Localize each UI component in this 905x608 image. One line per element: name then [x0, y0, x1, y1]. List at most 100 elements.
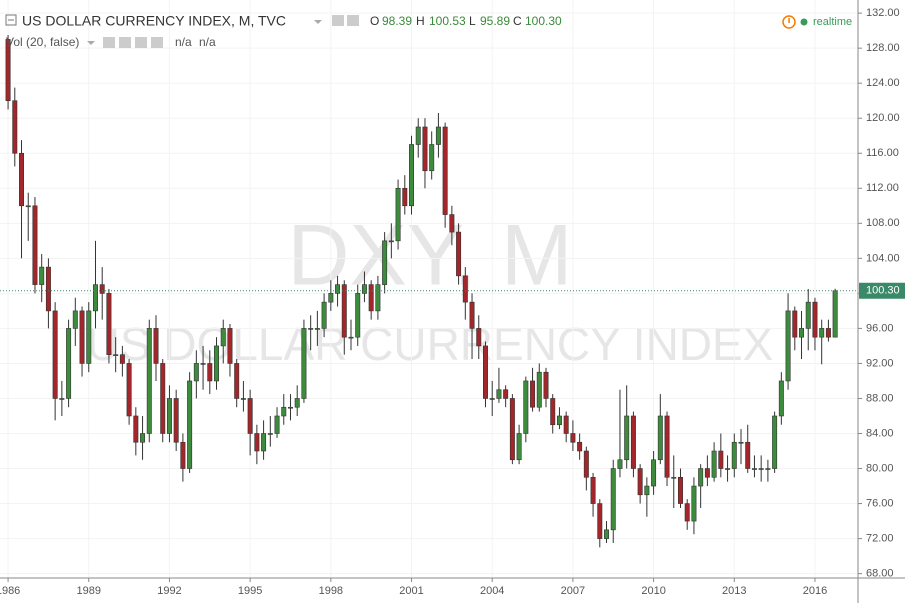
x-tick-label: 2010	[641, 585, 665, 597]
vol-icon[interactable]	[151, 37, 163, 48]
candle-body	[832, 290, 838, 338]
vol-a: n/a	[175, 35, 192, 49]
candle-body	[415, 126, 421, 145]
candle-body	[570, 433, 576, 443]
y-tick-label: 128.00	[866, 42, 900, 54]
candle-body	[382, 240, 388, 285]
dropdown-arrow[interactable]	[314, 20, 322, 24]
candle-body	[86, 310, 92, 364]
candle-body	[301, 328, 307, 399]
y-tick-label: 84.00	[866, 427, 894, 439]
candle-body	[341, 284, 347, 338]
candle-body	[482, 345, 488, 399]
vol-icon[interactable]	[135, 37, 147, 48]
candle-body	[187, 380, 193, 469]
warning-icon[interactable]	[782, 15, 796, 29]
candle-body	[153, 328, 159, 364]
candle-body	[509, 398, 515, 461]
y-tick-label: 104.00	[866, 252, 900, 264]
candle-body	[308, 328, 314, 330]
candle-body	[644, 485, 650, 496]
settings-icon[interactable]	[347, 15, 359, 26]
h-label: H	[416, 14, 425, 28]
candle-body	[610, 468, 616, 531]
watermark: DXY, M	[287, 208, 572, 304]
candle-body	[287, 406, 293, 409]
candle-body	[751, 468, 757, 470]
candle-body	[361, 284, 367, 294]
header: US DOLLAR CURRENCY INDEX, M, TVC O 98.39…	[5, 13, 852, 49]
candle-body	[543, 371, 549, 399]
candle-body	[92, 284, 98, 312]
candle-body	[503, 389, 509, 399]
candle-body	[368, 284, 374, 312]
l-label: L	[469, 14, 476, 28]
settings-icon[interactable]	[332, 15, 344, 26]
candle-body	[550, 398, 556, 426]
candle-body	[59, 398, 65, 400]
candle-body	[267, 433, 273, 435]
candle-body	[691, 485, 697, 522]
candle-body	[577, 441, 583, 452]
candle-body	[698, 468, 704, 487]
volume-label: Vol (20, false)	[6, 35, 79, 49]
collapse-icon[interactable]	[5, 14, 17, 26]
last-price-label: 100.30	[866, 285, 900, 297]
last-price-tag	[859, 282, 905, 299]
candle-body	[476, 328, 482, 347]
candle-body	[704, 468, 710, 478]
candle-body	[496, 389, 502, 399]
y-tick-label: 72.00	[866, 532, 894, 544]
candle-body	[99, 284, 105, 294]
candle-body	[166, 398, 172, 434]
x-tick-label: 1989	[77, 585, 101, 597]
candle-body	[765, 468, 771, 470]
dropdown-arrow[interactable]	[87, 41, 95, 45]
candle-body	[39, 266, 45, 285]
o-label: O	[370, 14, 379, 28]
y-tick-label: 132.00	[866, 7, 900, 19]
status-dot	[800, 18, 808, 26]
candle-body	[442, 126, 448, 215]
candle-body	[281, 406, 287, 417]
candle-body	[651, 459, 657, 487]
candle-body	[32, 205, 38, 285]
candle-body	[778, 380, 784, 417]
candle-body	[66, 328, 72, 399]
candle-body	[812, 301, 818, 338]
candle-body	[725, 468, 731, 470]
candle-body	[617, 459, 623, 469]
candle-body	[328, 293, 334, 303]
candle-body	[25, 205, 31, 208]
symbol: US DOLLAR CURRENCY INDEX, M, TVC	[22, 13, 286, 29]
candle-body	[738, 441, 744, 444]
low-value: 95.89	[480, 14, 510, 28]
candle-body	[314, 328, 320, 330]
candle-body	[469, 301, 475, 329]
candle-body	[220, 328, 226, 347]
vol-icon[interactable]	[119, 37, 131, 48]
candle-body	[563, 415, 569, 434]
candle-body	[516, 433, 522, 461]
candle-body	[671, 476, 677, 479]
candle-body	[590, 476, 596, 504]
candle-body	[355, 293, 361, 338]
candle-body	[227, 328, 233, 364]
candle-body	[52, 310, 58, 399]
candle-body	[388, 240, 394, 243]
candle-body	[106, 293, 112, 355]
candle-body	[597, 503, 603, 539]
candle-body	[489, 398, 495, 400]
candle-body	[422, 126, 428, 172]
watermark-sub: US DOLLAR CURRENCY INDEX	[87, 318, 774, 370]
x-tick-label: 2004	[480, 585, 504, 597]
candle-body	[805, 301, 811, 329]
high-value: 100.53	[429, 14, 466, 28]
vol-icon[interactable]	[103, 37, 115, 48]
candle-body	[435, 126, 441, 145]
candle-body	[119, 354, 125, 364]
candle-body	[193, 363, 199, 382]
candle-body	[792, 310, 798, 338]
